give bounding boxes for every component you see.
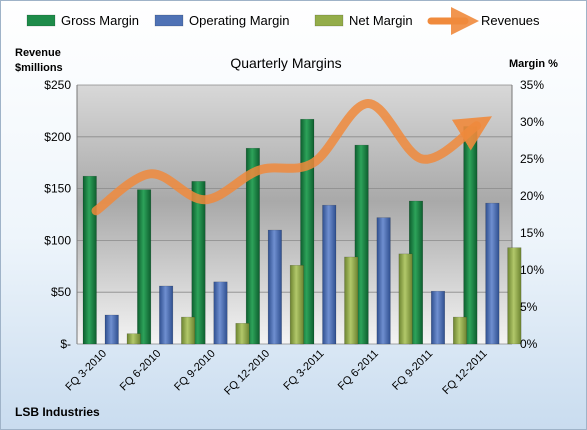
legend-label: Revenues (481, 13, 540, 28)
legend-label: Operating Margin (189, 13, 289, 28)
y2-tick-label: 5% (520, 300, 538, 314)
y2-tick-label: 10% (520, 263, 544, 277)
x-tick-label: FQ 12-2010 (222, 348, 272, 398)
legend-swatch (314, 14, 344, 27)
y-axis-title-line-1: Revenue (15, 47, 61, 59)
legend: Gross Margin Operating Margin Net Margin Re… (26, 7, 540, 35)
x-tick-label: FQ 12-2011 (440, 348, 489, 397)
legend-swatch (154, 14, 184, 27)
line-series (91, 99, 492, 216)
y2-tick-label: 20% (520, 189, 544, 203)
bar-operating-margin (322, 204, 337, 345)
y2-tick-label: 30% (520, 115, 544, 129)
y-axis-ticks: $- $50 $100 $150 $200 $250 (44, 78, 71, 351)
bar-net-margin (344, 256, 359, 345)
y-axis-title-line-2: $millions (15, 62, 63, 74)
bar-operating-margin (376, 217, 391, 345)
legend-label: Net Margin (349, 13, 413, 28)
revenues-line (91, 99, 492, 216)
y2-tick-label: 25% (520, 152, 544, 166)
bar-net-margin (126, 333, 141, 345)
y-tick-label: $- (60, 337, 71, 351)
y-tick-label: $200 (44, 130, 71, 144)
bar-operating-margin (159, 285, 174, 345)
x-tick-label: FQ 3-2010 (63, 348, 109, 394)
bar-net-margin (398, 253, 413, 345)
bar-operating-margin (267, 229, 282, 345)
bar-net-margin (507, 247, 522, 345)
x-tick-label: FQ 9-2010 (172, 348, 218, 394)
bar-operating-margin (431, 290, 445, 345)
chart-title: Quarterly Margins (230, 55, 341, 71)
y-tick-label: $150 (44, 182, 71, 196)
x-axis-ticks: FQ 3-2010 FQ 6-2010 FQ 9-2010 FQ 12-2010 FQ … (63, 348, 489, 398)
y-tick-label: $250 (44, 78, 71, 92)
bar-gross-margin (245, 147, 260, 345)
x-tick-label: FQ 6-2010 (118, 348, 164, 394)
y2-tick-label: 0% (520, 337, 538, 351)
bar-series (82, 118, 522, 345)
y-tick-label: $100 (44, 233, 71, 247)
bar-operating-margin (485, 202, 500, 345)
legend-label: Gross Margin (61, 13, 139, 28)
bar-operating-margin (213, 281, 228, 345)
bar-gross-margin (137, 189, 152, 345)
x-tick-label: FQ 6-2011 (336, 348, 381, 393)
bar-net-margin (289, 265, 304, 345)
bar-gross-margin (300, 118, 315, 345)
y-tick-label: $50 (51, 285, 71, 299)
bar-operating-margin (104, 314, 119, 345)
x-tick-label: FQ 3-2011 (281, 348, 326, 393)
x-tick-label: FQ 9-2011 (390, 348, 435, 393)
y2-axis-ticks: 0% 5% 10% 15% 20% 25% 30% 35% (520, 78, 544, 351)
y2-tick-label: 35% (520, 78, 544, 92)
bar-gross-margin (463, 126, 478, 345)
bar-gross-margin (191, 181, 206, 345)
y-axis-title: Revenue $millions (15, 47, 64, 74)
bar-net-margin (181, 316, 196, 345)
bar-net-margin (235, 323, 250, 345)
footer-company: LSB Industries (15, 405, 100, 419)
bar-gross-margin (82, 175, 97, 345)
bar-net-margin (453, 316, 467, 345)
y2-axis-title: Margin % (509, 58, 558, 70)
y2-tick-label: 15% (520, 226, 544, 240)
bar-gross-margin (354, 144, 369, 345)
legend-swatch (26, 14, 56, 27)
